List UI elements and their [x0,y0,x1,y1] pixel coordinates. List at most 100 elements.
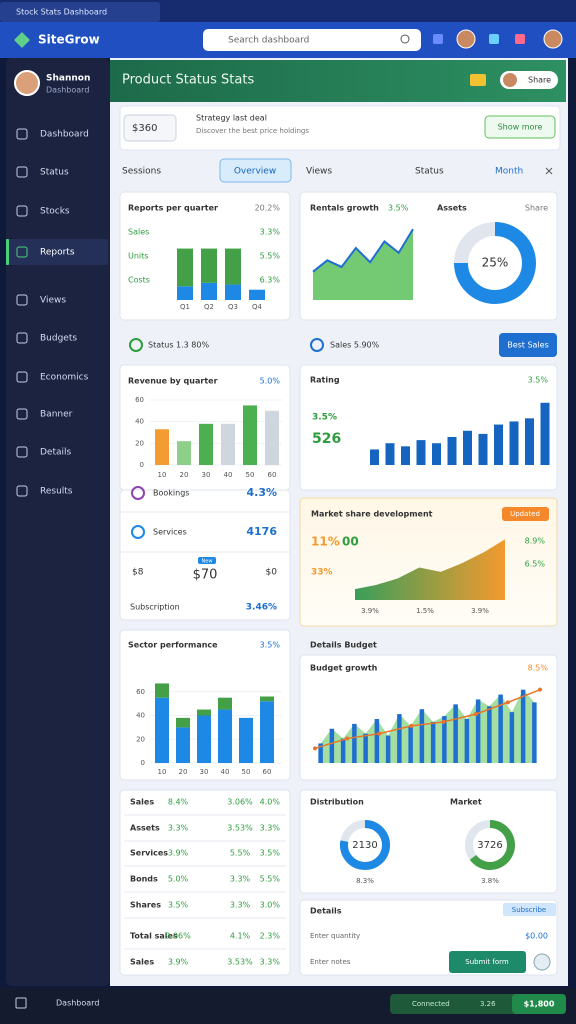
filter-button[interactable] [484,115,556,139]
menu-item[interactable]: Banner [40,410,73,420]
browser-tab[interactable] [0,2,160,22]
details-badge[interactable] [503,903,556,916]
row-label: Units [128,252,148,261]
tab[interactable]: Month [495,167,523,177]
table-cell: 3.5% [260,849,281,858]
button-text: Submit form [465,958,509,966]
table-cell: 4.0% [260,798,281,807]
x-tick-label: Q2 [204,303,214,311]
bar-segment [225,284,241,300]
donut-center: 25% [482,256,509,270]
avatar[interactable] [456,29,476,49]
bar-segment [176,717,190,728]
price-badge-text: New [202,559,213,565]
input-placeholder[interactable]: Enter notes [310,958,351,966]
stat-value: 4176 [246,525,277,538]
stat-value: 11% [311,535,340,549]
line-point [409,723,414,728]
table-cell: 3.53% [227,958,253,967]
tab[interactable]: Status [415,167,444,177]
submit-button[interactable] [449,951,526,973]
table-cell: 9.06% [165,932,191,941]
line-point [345,736,350,741]
bar [447,437,457,465]
bar-segment [201,248,217,283]
bar [397,714,402,763]
x-tick-label: 10 [158,471,167,479]
footer-value: 3.9% [361,607,379,615]
y-tick-label: 20 [135,439,144,447]
line-point [377,731,382,736]
donut-foot: 3.8% [481,877,499,885]
toolbar-icon[interactable] [515,34,525,44]
tab[interactable]: Sessions [122,167,161,177]
bar [401,446,410,465]
x-tick-label: 50 [246,471,255,479]
menu-item[interactable]: Details [40,448,72,458]
stat-label: Bookings [153,489,189,498]
bar [509,421,519,465]
bar [509,712,515,763]
bar [177,441,191,465]
close-icon[interactable] [545,167,553,175]
tab[interactable]: Views [306,167,332,177]
input-placeholder[interactable]: Enter quantity [310,932,360,940]
search-box[interactable] [203,29,421,51]
menu-item[interactable]: Status [40,168,69,178]
table-cell: 5.0% [168,875,189,884]
menu-item[interactable]: Budgets [40,334,77,344]
card-change: 8.5% [528,664,549,673]
bar [525,418,534,465]
stat-label: Services [153,528,187,537]
rating-card [299,364,558,491]
bar-segment [197,709,211,716]
refresh-icon[interactable] [533,953,551,971]
bar [494,424,503,465]
area [320,689,535,763]
menu-item[interactable]: Views [40,296,66,306]
card-change: 3.5% [260,641,281,650]
filter-value: $360 [132,123,157,134]
x-tick-label: 20 [179,768,188,776]
y-tick-label: 40 [135,418,144,426]
menu-item[interactable]: Economics [40,373,89,383]
area [355,539,505,600]
tab-title: Stock Stats Dashboard [16,8,107,17]
logo-icon [14,32,30,48]
amount: $0.00 [525,932,548,941]
menu-icon [16,332,28,344]
primary-button[interactable] [499,333,557,357]
line-point [313,746,317,751]
toolbar-icon[interactable] [489,34,499,44]
stat-value: 00 [342,535,359,549]
card-change: 5.0% [260,377,281,386]
footer-value: 3.9% [471,607,489,615]
bar [352,723,357,763]
table-cell: 3.5% [168,901,189,910]
bar-segment [239,717,253,763]
logo-text: SiteGrow [38,33,100,47]
menu-item[interactable]: Reports [40,248,75,258]
menu-icon [16,205,28,217]
table-cell: 3.9% [168,958,189,967]
bar [243,405,257,465]
tab[interactable]: Overview [234,167,276,177]
row-label: Sales [128,228,149,237]
menu-item[interactable]: Dashboard [40,130,89,140]
stat-icon [131,525,145,539]
toolbar-icon[interactable] [433,34,443,44]
bar [475,699,481,763]
bar-segment [218,709,232,763]
x-tick-label: 30 [200,768,209,776]
table-cell: Sales [130,958,154,967]
table-cell: 3.0% [260,901,281,910]
menu-item[interactable]: Results [40,487,73,497]
x-tick-label: Q4 [252,303,263,311]
bar [430,721,436,763]
x-tick-label: Q1 [180,303,190,311]
avatar[interactable] [543,29,563,49]
menu-item[interactable]: Stocks [40,207,70,217]
bar [520,689,526,763]
filter-card [119,105,561,151]
price-badge [198,557,216,564]
